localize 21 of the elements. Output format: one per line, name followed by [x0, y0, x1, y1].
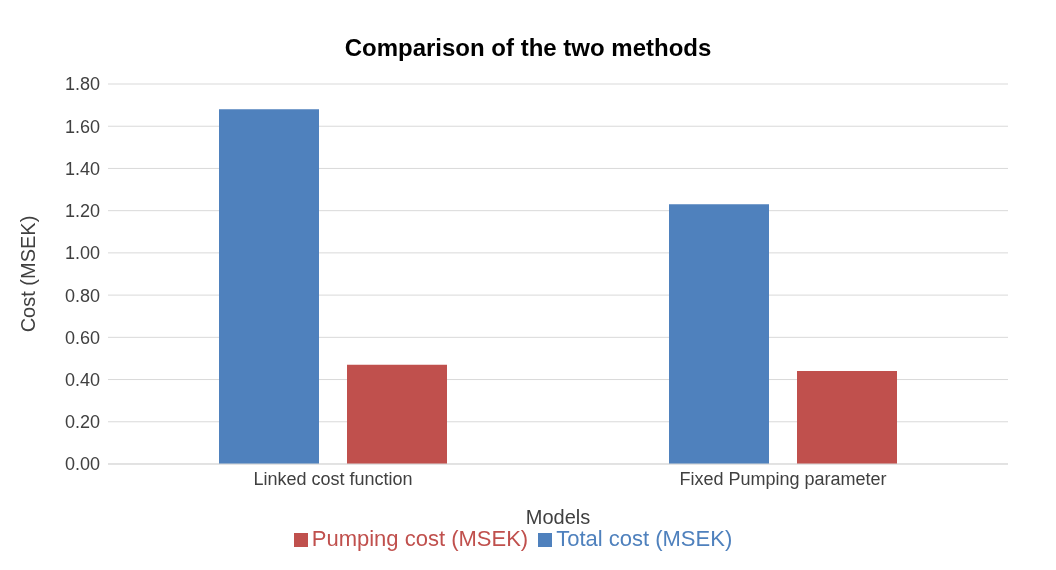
- bar: [219, 109, 319, 464]
- y-tick-label: 1.00: [64, 243, 100, 264]
- legend-label: Pumping cost (MSEK): [311, 526, 529, 551]
- bar: [347, 364, 447, 464]
- y-tick-label: 0.20: [64, 412, 100, 433]
- y-tick-label: 0.80: [64, 285, 100, 306]
- x-tick-label: Linked cost function: [253, 468, 413, 489]
- x-axis-title: Models: [525, 506, 591, 528]
- bar: [669, 204, 769, 464]
- chart-title: Comparison of the two methods: [343, 33, 713, 63]
- y-tick-label: 0.60: [64, 327, 100, 348]
- y-axis-title: Cost (MSEK): [17, 215, 40, 333]
- y-tick-label: 0.00: [64, 454, 100, 475]
- bar: [797, 371, 897, 464]
- y-tick-label: 0.40: [64, 369, 100, 390]
- y-tick-label: 1.80: [64, 74, 100, 95]
- x-tick-label: Fixed Pumping parameter: [679, 468, 887, 489]
- y-tick-label: 1.40: [64, 158, 100, 179]
- legend-label: Total cost (MSEK): [556, 526, 733, 551]
- y-tick-label: 1.60: [64, 116, 100, 137]
- y-tick-label: 1.20: [64, 201, 100, 222]
